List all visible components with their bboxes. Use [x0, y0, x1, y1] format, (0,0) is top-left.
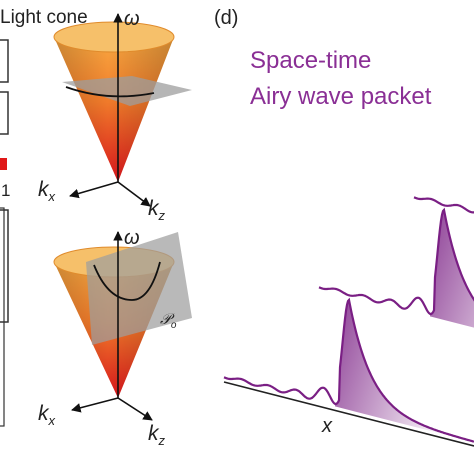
left-edge-fragments: 1: [0, 39, 10, 427]
light-cone-label: Light cone: [0, 7, 88, 28]
plane-p0: [86, 232, 192, 345]
cone-top-plane: [62, 76, 192, 106]
panel-d-label: (d): [214, 7, 238, 29]
airy-packets-group: [223, 196, 474, 443]
kz-axis-top: [117, 181, 151, 207]
cone-top-intersection-curve: [65, 86, 155, 98]
x-axis-line: [223, 381, 474, 447]
title-line-2: Airy wave packet: [250, 83, 432, 110]
kx-label-bottom: kx: [38, 402, 56, 428]
light-cone-top: ω kx kz: [38, 8, 192, 223]
light-cone-bottom: ω 𝒫o kx kz: [38, 227, 192, 448]
panel-d: (d) Space-time Airy wave packet x: [214, 7, 474, 447]
colorbar-red-swatch: [0, 158, 7, 170]
kx-axis-top: [69, 181, 119, 199]
airy-packet-curve-1: [413, 196, 474, 214]
kx-label-top: kx: [38, 178, 56, 204]
cropped-box-1: [0, 39, 9, 83]
kz-label-bottom: kz: [148, 422, 166, 448]
x-axis-label: x: [321, 415, 333, 437]
cropped-box-2: [0, 91, 9, 135]
omega-label-top: ω: [124, 8, 140, 30]
kx-axis-bottom: [71, 397, 119, 413]
kz-axis-bottom: [117, 397, 153, 421]
airy-packet-fill-2: [430, 210, 474, 328]
cone-top-opening: [53, 21, 175, 53]
kz-label-top: kz: [148, 197, 166, 223]
cropped-box-3: [0, 209, 9, 323]
airy-packet-curve-3: [223, 297, 474, 443]
colorbar-edge-number: 1: [1, 181, 10, 200]
cropped-box-4: [0, 207, 5, 427]
title-line-1: Space-time: [250, 47, 371, 74]
airy-packet-fill-3: [335, 300, 474, 442]
airy-packet-curve-2: [318, 207, 474, 316]
cone-bottom-intersection-curve: [93, 261, 161, 301]
omega-label-bottom: ω: [124, 227, 140, 249]
